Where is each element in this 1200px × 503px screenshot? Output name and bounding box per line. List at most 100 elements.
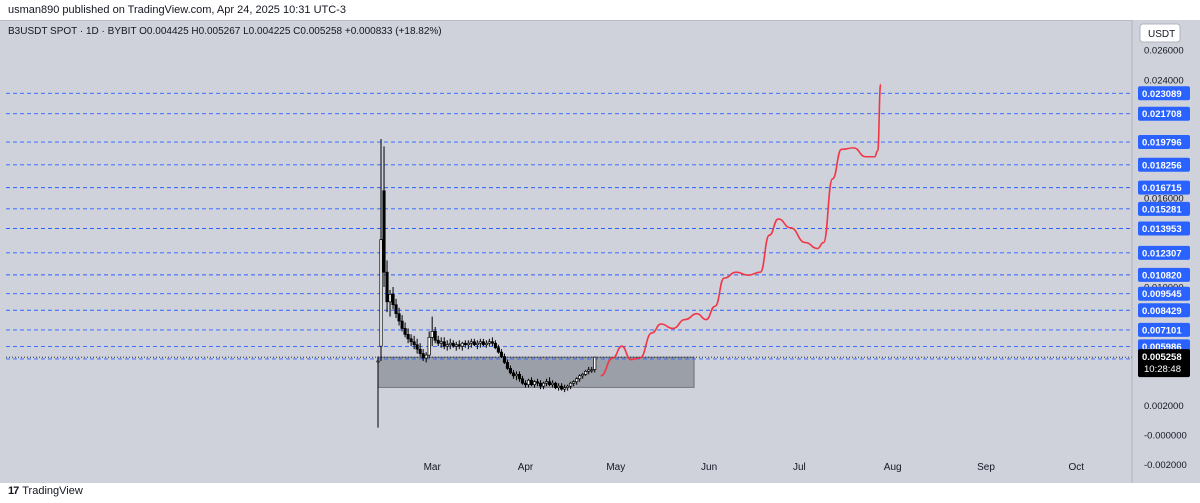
candle[interactable] (484, 340, 488, 348)
candle[interactable] (578, 374, 582, 382)
candle[interactable] (457, 340, 461, 350)
candle[interactable] (517, 371, 522, 382)
currency-label-box[interactable] (1139, 23, 1181, 43)
candle[interactable] (563, 384, 567, 393)
candle[interactable] (584, 369, 588, 376)
candle[interactable] (587, 366, 591, 375)
candle[interactable] (523, 380, 528, 388)
price-level-tag[interactable] (1138, 157, 1190, 172)
candle[interactable] (406, 328, 410, 344)
candle[interactable] (487, 338, 491, 347)
candle[interactable] (499, 349, 503, 359)
candle[interactable] (511, 369, 516, 379)
candle[interactable] (430, 316, 434, 347)
candle[interactable] (376, 356, 380, 428)
candle[interactable] (520, 375, 525, 385)
price-level-tag[interactable] (1138, 135, 1190, 150)
candle[interactable] (394, 298, 398, 319)
price-level-tag[interactable] (1138, 201, 1190, 216)
candle[interactable] (593, 356, 597, 373)
candle[interactable] (448, 338, 452, 350)
currency-label[interactable]: USDT (1148, 29, 1175, 40)
candle[interactable] (526, 378, 531, 388)
candle[interactable] (545, 378, 549, 387)
candle[interactable] (548, 377, 552, 387)
candle[interactable] (454, 341, 458, 351)
candle[interactable] (379, 139, 383, 361)
candle[interactable] (466, 340, 470, 350)
candle[interactable] (424, 352, 428, 363)
candle[interactable] (557, 383, 561, 391)
price-level-tag[interactable] (1138, 286, 1190, 301)
candle[interactable] (421, 349, 425, 361)
candle[interactable] (581, 372, 585, 379)
candle[interactable] (538, 380, 543, 390)
candle[interactable] (481, 338, 485, 347)
candle[interactable] (475, 340, 479, 350)
candle[interactable] (442, 337, 446, 350)
candle[interactable] (451, 340, 455, 348)
price-level-tag[interactable] (1138, 180, 1190, 195)
candle[interactable] (560, 383, 564, 391)
candle[interactable] (478, 338, 482, 348)
candle[interactable] (382, 146, 386, 287)
candle-body (433, 331, 437, 341)
candle[interactable] (400, 315, 404, 332)
candle[interactable] (460, 341, 464, 351)
candle[interactable] (436, 335, 440, 347)
candle[interactable] (412, 335, 416, 350)
candle-body (454, 344, 458, 347)
candle[interactable] (439, 337, 443, 348)
candle[interactable] (572, 380, 576, 387)
candle-body (427, 336, 431, 356)
candle[interactable] (590, 366, 594, 373)
candle[interactable] (472, 338, 476, 347)
candle[interactable] (415, 338, 419, 354)
candle[interactable] (514, 371, 519, 381)
price-level-tag[interactable] (1138, 322, 1190, 337)
candle-body (391, 294, 395, 306)
current-price-tag[interactable] (1138, 349, 1190, 378)
candle[interactable] (566, 384, 570, 391)
candle[interactable] (427, 331, 431, 359)
candle[interactable] (496, 344, 500, 354)
candle[interactable] (535, 378, 540, 387)
candle[interactable] (463, 340, 467, 348)
candle[interactable] (529, 377, 534, 387)
candle-body (493, 342, 497, 349)
tradingview-brand[interactable]: 17 TradingView (8, 485, 83, 497)
price-level-tag[interactable] (1138, 221, 1190, 236)
price-level-tag[interactable] (1138, 303, 1190, 318)
candle[interactable] (403, 322, 407, 338)
candle[interactable] (551, 380, 555, 388)
candle[interactable] (493, 340, 497, 350)
candle[interactable] (508, 365, 512, 375)
x-tick-label: May (606, 462, 625, 473)
candle[interactable] (505, 359, 509, 370)
candle[interactable] (502, 353, 506, 364)
candle[interactable] (469, 338, 473, 348)
price-level-tag[interactable] (1138, 106, 1190, 121)
candle[interactable] (433, 326, 437, 344)
candle[interactable] (397, 307, 401, 326)
candle[interactable] (418, 343, 422, 357)
price-level-tag[interactable] (1138, 267, 1190, 282)
candle[interactable] (554, 381, 558, 390)
candle[interactable] (541, 381, 546, 390)
chart-area[interactable] (0, 20, 1200, 483)
candle[interactable] (490, 337, 494, 347)
price-chart[interactable]: USDT0.0260000.0240000.0160000.0100000.00… (0, 20, 1200, 483)
price-level-tag[interactable] (1138, 86, 1190, 101)
candle[interactable] (445, 340, 449, 351)
candle-body (532, 381, 537, 386)
price-level-tag[interactable] (1138, 245, 1190, 260)
candle[interactable] (532, 380, 537, 388)
projection-path[interactable] (600, 83, 882, 377)
candle[interactable] (391, 287, 395, 310)
candle[interactable] (385, 260, 389, 313)
candle-body (397, 313, 401, 322)
candle[interactable] (575, 377, 579, 385)
candle[interactable] (569, 381, 573, 390)
candle[interactable] (388, 289, 392, 317)
candle[interactable] (409, 334, 413, 347)
